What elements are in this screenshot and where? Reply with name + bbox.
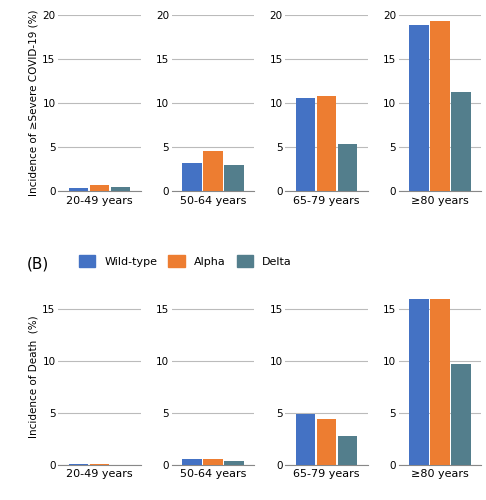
X-axis label: 20-49 years: 20-49 years	[66, 196, 133, 205]
Bar	[224, 165, 243, 192]
Y-axis label: Incidence of Death  (%): Incidence of Death (%)	[28, 316, 38, 438]
X-axis label: ≥80 years: ≥80 years	[411, 469, 469, 479]
Bar	[409, 24, 429, 192]
X-axis label: 50-64 years: 50-64 years	[180, 196, 246, 205]
Bar	[409, 299, 429, 465]
Bar	[451, 364, 470, 465]
Text: (B): (B)	[27, 257, 49, 272]
Y-axis label: Incidence of ≥Severe COVID-19 (%): Incidence of ≥Severe COVID-19 (%)	[28, 10, 38, 196]
Bar	[182, 163, 202, 192]
Bar	[203, 459, 223, 465]
X-axis label: 65-79 years: 65-79 years	[293, 196, 360, 205]
X-axis label: 65-79 years: 65-79 years	[293, 469, 360, 479]
Bar	[431, 21, 450, 192]
X-axis label: 20-49 years: 20-49 years	[66, 469, 133, 479]
X-axis label: ≥80 years: ≥80 years	[411, 196, 469, 205]
Bar	[90, 186, 109, 192]
Bar	[338, 144, 357, 192]
Legend: Wild-type, Alpha, Delta: Wild-type, Alpha, Delta	[79, 256, 292, 266]
X-axis label: 50-64 years: 50-64 years	[180, 469, 246, 479]
Bar	[182, 459, 202, 465]
Bar	[296, 414, 315, 465]
Bar	[296, 98, 315, 192]
Bar	[317, 96, 336, 192]
Bar	[224, 461, 243, 465]
Bar	[451, 92, 470, 192]
Bar	[69, 188, 88, 192]
Bar	[90, 464, 109, 465]
Bar	[317, 420, 336, 465]
Bar	[69, 464, 88, 465]
Bar	[338, 436, 357, 465]
Bar	[203, 151, 223, 192]
Bar	[111, 187, 130, 192]
Bar	[431, 299, 450, 465]
